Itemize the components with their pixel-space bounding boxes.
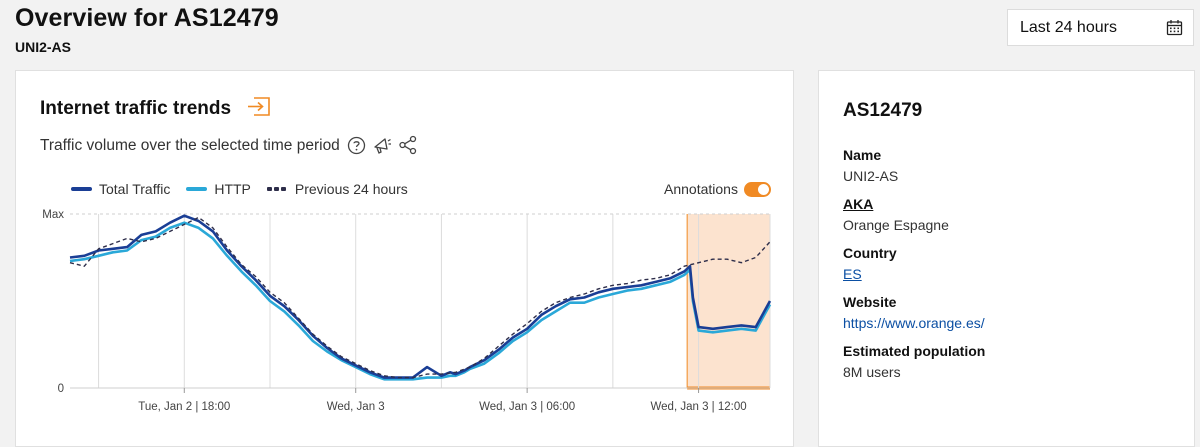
country-label: Country: [843, 245, 897, 261]
traffic-chart: Max 0 Tue, Jan 2 | 18:00 Wed, Jan 3 Wed, Jan…: [42, 209, 772, 413]
legend-label-total: Total Traffic: [99, 181, 171, 197]
legend-swatch-previous: [266, 187, 288, 191]
traffic-trends-title: Internet traffic trends: [40, 98, 232, 119]
name-value: UNI2-AS: [843, 168, 899, 184]
as-info-card: AS12479 Name UNI2-AS AKA Orange Espagne …: [818, 70, 1195, 447]
population-value: 8M users: [843, 364, 901, 380]
website-label: Website: [843, 294, 897, 310]
x-tick-label: Wed, Jan 3 | 06:00: [479, 401, 575, 413]
share-icon[interactable]: [398, 135, 418, 155]
website-link[interactable]: https://www.orange.es/: [843, 315, 985, 331]
population-label: Estimated population: [843, 343, 986, 359]
page-title: Overview for AS12479: [15, 4, 279, 32]
series-line-http: [69, 221, 772, 381]
legend-label-http: HTTP: [214, 181, 251, 197]
legend-swatch-http: [186, 187, 208, 191]
annotations-toggle[interactable]: [743, 181, 771, 197]
time-range-selector[interactable]: Last 24 hours: [1007, 9, 1194, 46]
expand-icon[interactable]: [247, 96, 272, 117]
traffic-trends-subtitle: Traffic volume over the selected time pe…: [40, 137, 340, 154]
country-link[interactable]: ES: [843, 266, 862, 282]
legend-swatch-total: [71, 187, 92, 191]
series-line-previous-24-hours: [69, 216, 771, 379]
calendar-icon: [1166, 20, 1183, 36]
y-tick-label-max: Max: [42, 209, 64, 221]
legend-label-previous: Previous 24 hours: [294, 181, 408, 197]
aka-value: Orange Espagne: [843, 217, 949, 233]
legend-item-http[interactable]: HTTP: [186, 181, 251, 197]
aka-label[interactable]: AKA: [843, 196, 874, 212]
annotations-label: Annotations: [664, 181, 738, 197]
page-subtitle: UNI2-AS: [15, 39, 72, 55]
annotation-region: [687, 214, 770, 388]
series-line-total-traffic: [69, 214, 772, 379]
x-tick-label: Wed, Jan 3 | 12:00: [651, 401, 747, 413]
annotations-control: Annotations: [664, 181, 771, 197]
name-label: Name: [843, 147, 882, 163]
time-range-label: Last 24 hours: [1020, 18, 1117, 36]
help-icon[interactable]: [346, 135, 366, 155]
legend-item-total-traffic[interactable]: Total Traffic: [71, 181, 170, 197]
megaphone-icon[interactable]: [372, 135, 392, 155]
x-tick-label: Wed, Jan 3: [327, 401, 385, 413]
as-info-title: AS12479: [843, 100, 923, 121]
y-tick-label-zero: 0: [58, 383, 64, 395]
x-tick-label: Tue, Jan 2 | 18:00: [138, 401, 230, 413]
legend-item-previous[interactable]: Previous 24 hours: [266, 181, 408, 197]
as-info-list: Name UNI2-AS AKA Orange Espagne Country …: [843, 147, 1173, 392]
traffic-trends-card: Internet traffic trends Traffic volume o…: [15, 70, 794, 447]
chart-legend: Total Traffic HTTP Previous 24 hours: [71, 181, 424, 197]
